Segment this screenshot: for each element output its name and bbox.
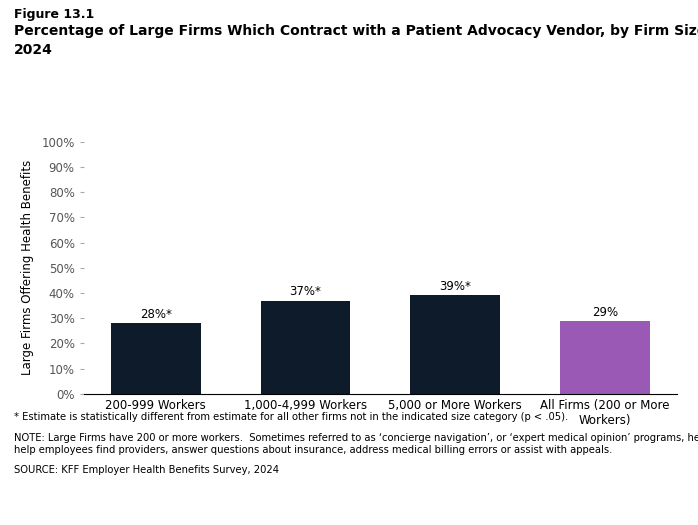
Text: 2024: 2024 [14, 43, 53, 57]
Text: 39%*: 39%* [439, 280, 471, 293]
Text: 37%*: 37%* [290, 286, 322, 299]
Bar [410, 296, 500, 394]
Bar [260, 300, 350, 394]
Bar [560, 321, 650, 394]
Text: 28%*: 28%* [140, 308, 172, 321]
Text: SOURCE: KFF Employer Health Benefits Survey, 2024: SOURCE: KFF Employer Health Benefits Sur… [14, 465, 279, 475]
Text: 29%: 29% [592, 306, 618, 319]
Text: Figure 13.1: Figure 13.1 [14, 8, 94, 21]
Text: Percentage of Large Firms Which Contract with a Patient Advocacy Vendor, by Firm: Percentage of Large Firms Which Contract… [14, 24, 698, 38]
Text: * Estimate is statistically different from estimate for all other firms not in t: * Estimate is statistically different fr… [14, 412, 568, 422]
Bar [111, 323, 200, 394]
Text: NOTE: Large Firms have 200 or more workers.  Sometimes referred to as ‘concierge: NOTE: Large Firms have 200 or more worke… [14, 433, 698, 455]
Y-axis label: Large Firms Offering Health Benefits: Large Firms Offering Health Benefits [22, 160, 34, 375]
